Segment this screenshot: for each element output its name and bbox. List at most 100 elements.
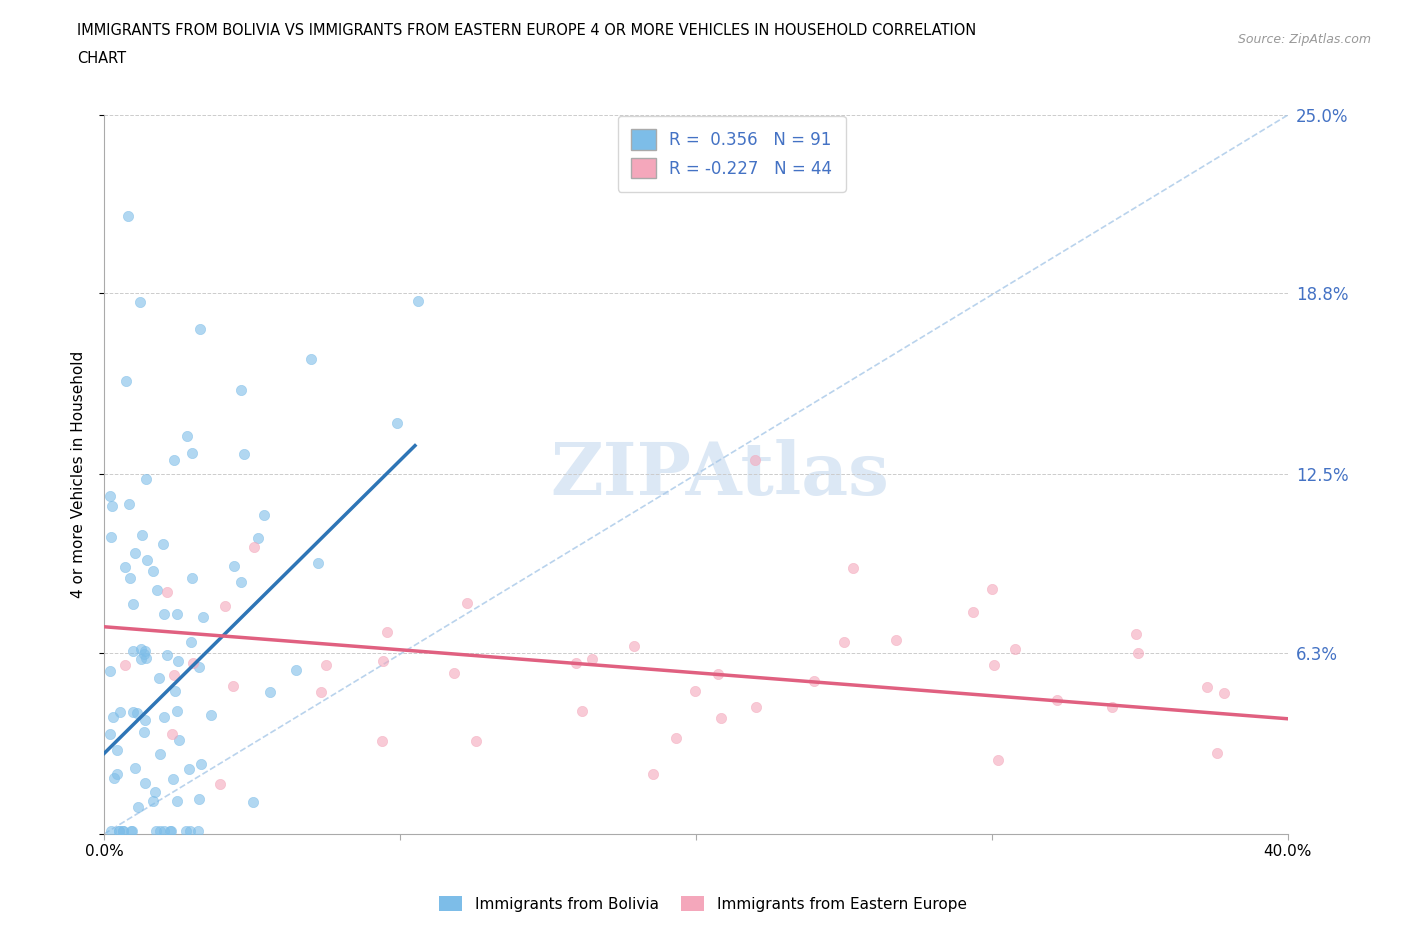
Point — [456, 596, 478, 611]
Point — [134, 776, 156, 790]
Point — [159, 823, 181, 838]
Point — [152, 607, 174, 622]
Point — [180, 634, 202, 649]
Point — [1004, 641, 1026, 656]
Point — [706, 667, 728, 682]
Point — [160, 823, 183, 838]
Point — [406, 294, 429, 309]
Point — [571, 703, 593, 718]
Point — [1213, 686, 1236, 701]
Point — [162, 668, 184, 683]
Point — [121, 644, 143, 658]
Point — [623, 638, 645, 653]
Point — [174, 823, 197, 838]
Point — [118, 497, 141, 512]
Point — [105, 742, 128, 757]
Point — [253, 507, 276, 522]
Point — [443, 665, 465, 680]
Point — [112, 823, 135, 838]
Point — [149, 747, 172, 762]
Point — [370, 734, 392, 749]
Point — [120, 823, 142, 838]
Point — [209, 777, 232, 791]
Point — [803, 673, 825, 688]
Point — [118, 571, 141, 586]
Point — [103, 770, 125, 785]
Point — [117, 208, 139, 223]
Point — [98, 726, 121, 741]
Point — [983, 658, 1005, 673]
Point — [832, 634, 855, 649]
Point — [200, 708, 222, 723]
Point — [179, 823, 201, 838]
Point — [136, 552, 159, 567]
Point — [148, 671, 170, 685]
Point — [1101, 699, 1123, 714]
Point — [181, 570, 204, 585]
Point — [134, 646, 156, 661]
Point — [135, 651, 157, 666]
Point — [134, 712, 156, 727]
Point — [152, 537, 174, 551]
Point — [665, 731, 688, 746]
Point — [156, 585, 179, 600]
Point — [177, 762, 200, 777]
Point — [1205, 746, 1227, 761]
Point — [156, 647, 179, 662]
Point — [110, 704, 132, 719]
Point — [166, 793, 188, 808]
Point — [744, 453, 766, 468]
Point — [153, 823, 176, 838]
Point — [145, 823, 167, 838]
Point — [188, 791, 211, 806]
Point — [160, 727, 183, 742]
Point — [105, 766, 128, 781]
Point — [149, 823, 172, 838]
Point — [464, 734, 486, 749]
Point — [127, 800, 149, 815]
Point — [132, 724, 155, 739]
Point — [100, 823, 122, 838]
Point — [181, 656, 204, 671]
Point — [135, 472, 157, 486]
Point — [153, 710, 176, 724]
Point — [962, 604, 984, 619]
Point — [142, 793, 165, 808]
Point — [121, 823, 143, 838]
Point — [167, 654, 190, 669]
Point — [565, 656, 588, 671]
Point — [129, 652, 152, 667]
Point — [181, 445, 204, 460]
Point — [841, 561, 863, 576]
Point — [100, 529, 122, 544]
Point — [710, 711, 733, 725]
Legend: R =  0.356   N = 91, R = -0.227   N = 44: R = 0.356 N = 91, R = -0.227 N = 44 — [617, 116, 845, 192]
Point — [163, 453, 186, 468]
Point — [114, 560, 136, 575]
Point — [112, 823, 135, 838]
Point — [125, 706, 148, 721]
Point — [229, 382, 252, 397]
Point — [122, 704, 145, 719]
Point — [214, 599, 236, 614]
Point — [129, 642, 152, 657]
Point — [1125, 627, 1147, 642]
Point — [163, 684, 186, 698]
Legend: Immigrants from Bolivia, Immigrants from Eastern Europe: Immigrants from Bolivia, Immigrants from… — [433, 889, 973, 918]
Point — [131, 528, 153, 543]
Point — [107, 823, 129, 838]
Point — [259, 684, 281, 699]
Point — [247, 530, 270, 545]
Point — [124, 761, 146, 776]
Point — [166, 704, 188, 719]
Y-axis label: 4 or more Vehicles in Household: 4 or more Vehicles in Household — [72, 351, 86, 598]
Text: IMMIGRANTS FROM BOLIVIA VS IMMIGRANTS FROM EASTERN EUROPE 4 OR MORE VEHICLES IN : IMMIGRANTS FROM BOLIVIA VS IMMIGRANTS FR… — [77, 23, 977, 38]
Point — [299, 352, 322, 366]
Text: Source: ZipAtlas.com: Source: ZipAtlas.com — [1237, 33, 1371, 46]
Point — [188, 659, 211, 674]
Point — [385, 416, 408, 431]
Point — [121, 596, 143, 611]
Point — [641, 767, 664, 782]
Point — [229, 574, 252, 589]
Point — [114, 658, 136, 672]
